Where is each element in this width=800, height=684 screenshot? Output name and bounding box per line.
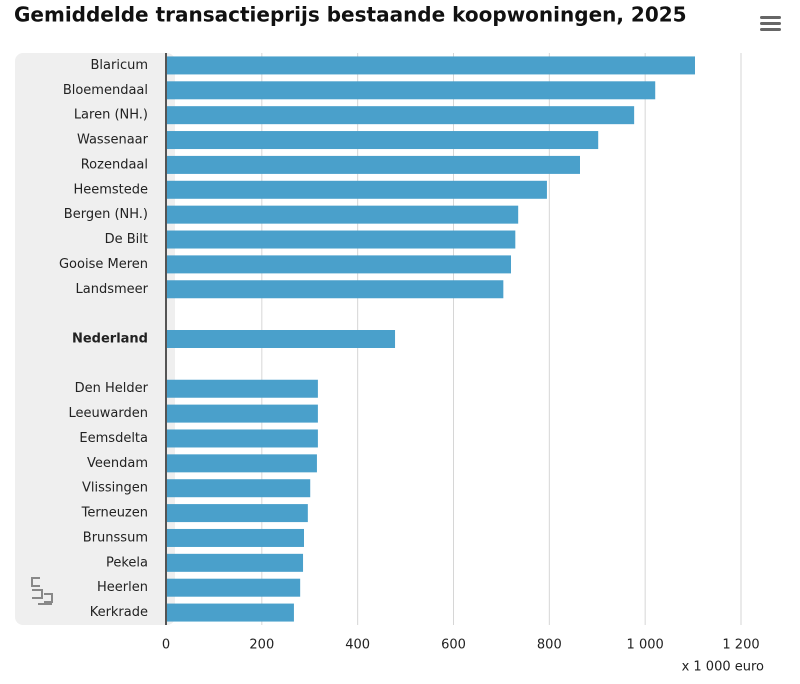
bar: [166, 578, 301, 597]
y-tick-label: Laren (NH.): [74, 108, 148, 123]
y-tick-label: Brunssum: [83, 530, 148, 545]
y-tick-label: Wassenaar: [77, 133, 149, 148]
y-tick-label: Den Helder: [75, 381, 149, 396]
y-tick-label: Veendam: [87, 456, 148, 471]
x-tick-label: 1 200: [722, 638, 759, 653]
chart-title: Gemiddelde transactieprijs bestaande koo…: [14, 3, 687, 27]
bar: [166, 131, 599, 150]
y-tick-label: Nederland: [72, 332, 148, 347]
bar: [166, 379, 318, 398]
logo: [31, 577, 53, 605]
y-tick-label: De Bilt: [105, 232, 148, 247]
y-tick-label: Gooise Meren: [59, 257, 148, 272]
y-tick-label: Blaricum: [90, 58, 148, 73]
y-tick-label: Pekela: [106, 555, 148, 570]
bar: [166, 404, 318, 423]
bar: [166, 155, 580, 174]
y-tick-label: Kerkrade: [90, 605, 148, 620]
y-tick-label: Bloemendaal: [63, 83, 148, 98]
bar: [166, 205, 519, 224]
y-tick-label: Leeuwarden: [69, 406, 148, 421]
label-panel: [15, 53, 175, 625]
x-tick-label: 400: [345, 638, 370, 653]
menu-button[interactable]: [760, 16, 781, 31]
bar: [166, 56, 695, 75]
x-tick-label: 600: [441, 638, 466, 653]
x-tick-label: 0: [162, 638, 170, 653]
bar: [166, 603, 294, 622]
y-tick-label: Vlissingen: [82, 481, 148, 496]
y-tick-label: Rozendaal: [81, 157, 148, 172]
y-tick-label: Heemstede: [73, 182, 148, 197]
x-tick-label: 800: [537, 638, 562, 653]
y-tick-label: Landsmeer: [76, 282, 149, 297]
bar: [166, 106, 635, 125]
bar: [166, 81, 656, 100]
x-tick-label: 1 000: [627, 638, 664, 653]
menu-line: [760, 22, 781, 25]
logo-shape: [31, 577, 53, 605]
y-tick-label: Terneuzen: [81, 506, 148, 521]
bar: [166, 180, 547, 199]
bar: [166, 330, 396, 348]
bar: [166, 280, 504, 299]
bar: [166, 454, 317, 473]
y-tick-label: Heerlen: [97, 580, 148, 595]
bar: [166, 528, 304, 547]
bar: [166, 504, 308, 523]
y-tick-label: Eemsdelta: [79, 431, 148, 446]
plot: 0 200 400 600 800 1 000 1 200 Blaricum Bloemenda…: [59, 53, 760, 653]
x-axis-title: x 1 000 euro: [682, 660, 764, 675]
bar: [166, 553, 304, 572]
menu-line: [760, 28, 781, 31]
bar: [166, 255, 511, 274]
bar: [166, 429, 318, 448]
bar: [166, 230, 516, 249]
y-tick-label: Bergen (NH.): [64, 207, 148, 222]
x-tick-label: 200: [249, 638, 274, 653]
menu-line: [760, 16, 781, 19]
bar: [166, 479, 311, 498]
